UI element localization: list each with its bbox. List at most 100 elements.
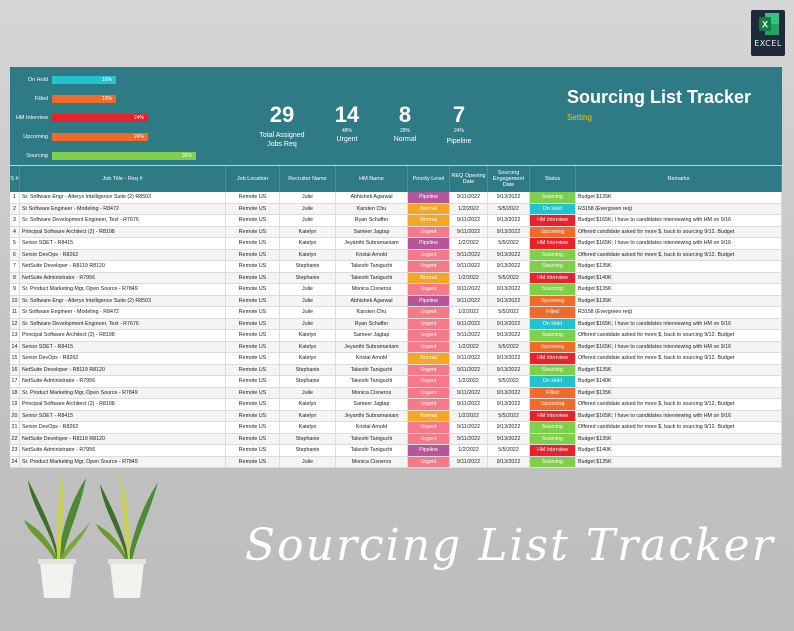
cell-engagement-date[interactable]: 9/13/2022	[488, 330, 530, 342]
cell-hm-name[interactable]: Kristal Arnold	[336, 353, 408, 365]
cell-engagement-date[interactable]: 5/5/2022	[488, 376, 530, 388]
cell-engagement-date[interactable]: 9/13/2022	[488, 387, 530, 399]
cell-serial[interactable]: 19	[10, 399, 20, 411]
cell-hm-name[interactable]: Monica Cisneros	[336, 387, 408, 399]
cell-recruiter[interactable]: Julie	[280, 387, 336, 399]
cell-serial[interactable]: 11	[10, 307, 20, 319]
cell-remarks[interactable]: Budget $165K; I have to candidates inter…	[576, 341, 782, 353]
table-row[interactable]: 2 Sr Software Engineer - Modeling - R8472…	[10, 203, 782, 215]
cell-req-date[interactable]: 1/2/2022	[450, 272, 488, 284]
cell-hm-name[interactable]: Jeyanthi Subramaniam	[336, 410, 408, 422]
cell-serial[interactable]: 9	[10, 284, 20, 296]
cell-remarks[interactable]: Budget $140K	[576, 376, 782, 388]
cell-req-date[interactable]: 1/2/2022	[450, 341, 488, 353]
cell-location[interactable]: Remote US	[226, 318, 280, 330]
cell-serial[interactable]: 17	[10, 376, 20, 388]
cell-location[interactable]: Remote US	[226, 364, 280, 376]
cell-status[interactable]: Upcoming	[530, 226, 576, 238]
table-row[interactable]: 24 Sr. Product Marketing Mgr, Open Source…	[10, 456, 782, 468]
table-row[interactable]: 12 Sr. Software Development Engineer, Tes…	[10, 318, 782, 330]
cell-engagement-date[interactable]: 9/13/2022	[488, 422, 530, 434]
table-row[interactable]: 16 NetSuite Developer - R8119 R8120 Remote…	[10, 364, 782, 376]
cell-location[interactable]: Remote US	[226, 203, 280, 215]
cell-priority[interactable]: Normal	[408, 353, 450, 365]
column-header-job-title[interactable]: Job Title - Req #	[20, 166, 226, 192]
cell-recruiter[interactable]: Katelyn	[280, 226, 336, 238]
cell-req-date[interactable]: 9/11/2022	[450, 364, 488, 376]
cell-remarks[interactable]: R3158 (Evergreen req)	[576, 203, 782, 215]
column-header-priority[interactable]: Priority Level	[408, 166, 450, 192]
table-row[interactable]: 15 Senior DevOps - R8262 Remote US Katelyn K…	[10, 353, 782, 365]
cell-req-date[interactable]: 9/11/2022	[450, 261, 488, 273]
cell-engagement-date[interactable]: 5/5/2022	[488, 272, 530, 284]
cell-location[interactable]: Remote US	[226, 272, 280, 284]
cell-hm-name[interactable]: Takeshi Taniguchi	[336, 364, 408, 376]
cell-engagement-date[interactable]: 9/13/2022	[488, 456, 530, 468]
cell-job-title[interactable]: NetSuite Developer - R8119 R8120	[20, 364, 226, 376]
cell-remarks[interactable]: Offered candidate asked for more $, back…	[576, 249, 782, 261]
cell-serial[interactable]: 5	[10, 238, 20, 250]
cell-recruiter[interactable]: Stephanie	[280, 445, 336, 457]
cell-location[interactable]: Remote US	[226, 422, 280, 434]
cell-job-title[interactable]: Senior DevOps - R8262	[20, 353, 226, 365]
cell-remarks[interactable]: Budget $135K	[576, 364, 782, 376]
cell-remarks[interactable]: Budget $135K	[576, 433, 782, 445]
table-row[interactable]: 23 NetSuite Administrator - R7956 Remote U…	[10, 445, 782, 457]
cell-status[interactable]: Upcoming	[530, 295, 576, 307]
cell-location[interactable]: Remote US	[226, 456, 280, 468]
cell-job-title[interactable]: Senior DevOps - R8262	[20, 422, 226, 434]
column-header-remarks[interactable]: Remarks	[576, 166, 782, 192]
cell-status[interactable]: On Hold	[530, 203, 576, 215]
cell-recruiter[interactable]: Stephanie	[280, 261, 336, 273]
cell-engagement-date[interactable]: 5/5/2022	[488, 203, 530, 215]
cell-req-date[interactable]: 9/11/2022	[450, 284, 488, 296]
cell-hm-name[interactable]: Takeshi Taniguchi	[336, 376, 408, 388]
cell-serial[interactable]: 23	[10, 445, 20, 457]
table-row[interactable]: 6 Senior DevOps - R8262 Remote US Katelyn Kr…	[10, 249, 782, 261]
cell-job-title[interactable]: Principal Software Architect (2) - R8198	[20, 399, 226, 411]
table-row[interactable]: 18 Sr. Product Marketing Mgr, Open Source…	[10, 387, 782, 399]
cell-req-date[interactable]: 9/11/2022	[450, 318, 488, 330]
cell-location[interactable]: Remote US	[226, 226, 280, 238]
cell-serial[interactable]: 20	[10, 410, 20, 422]
cell-job-title[interactable]: Sr. Product Marketing Mgr, Open Source -…	[20, 456, 226, 468]
cell-remarks[interactable]: Budget $135K	[576, 261, 782, 273]
cell-status[interactable]: Upcoming	[530, 341, 576, 353]
cell-remarks[interactable]: Offered candidate asked for more $, back…	[576, 226, 782, 238]
column-header-status[interactable]: Status	[530, 166, 576, 192]
cell-job-title[interactable]: Senior SDET - R8415	[20, 238, 226, 250]
table-row[interactable]: 8 NetSuite Administrator - R7956 Remote US…	[10, 272, 782, 284]
cell-priority[interactable]: Urgent	[408, 318, 450, 330]
cell-job-title[interactable]: Sr Software Engineer - Modeling - R8472	[20, 203, 226, 215]
cell-recruiter[interactable]: Stephanie	[280, 433, 336, 445]
cell-hm-name[interactable]: Sameer Jagtap	[336, 226, 408, 238]
cell-priority[interactable]: Pipeline	[408, 238, 450, 250]
cell-hm-name[interactable]: Jeyanthi Subramaniam	[336, 341, 408, 353]
table-row[interactable]: 3 Sr. Software Development Engineer, Test…	[10, 215, 782, 227]
cell-engagement-date[interactable]: 9/13/2022	[488, 364, 530, 376]
cell-recruiter[interactable]: Julie	[280, 307, 336, 319]
cell-location[interactable]: Remote US	[226, 295, 280, 307]
cell-recruiter[interactable]: Katelyn	[280, 330, 336, 342]
cell-recruiter[interactable]: Katelyn	[280, 399, 336, 411]
cell-req-date[interactable]: 9/11/2022	[450, 456, 488, 468]
cell-req-date[interactable]: 1/2/2022	[450, 410, 488, 422]
cell-priority[interactable]: Urgent	[408, 330, 450, 342]
cell-recruiter[interactable]: Julie	[280, 215, 336, 227]
cell-job-title[interactable]: Sr. Product Marketing Mgr, Open Source -…	[20, 284, 226, 296]
cell-remarks[interactable]: Offered candidate asked for more $, back…	[576, 399, 782, 411]
cell-serial[interactable]: 6	[10, 249, 20, 261]
cell-engagement-date[interactable]: 5/5/2022	[488, 341, 530, 353]
cell-recruiter[interactable]: Stephanie	[280, 376, 336, 388]
cell-req-date[interactable]: 9/11/2022	[450, 353, 488, 365]
cell-serial[interactable]: 14	[10, 341, 20, 353]
cell-remarks[interactable]: Budget $165K; I have to candidates inter…	[576, 238, 782, 250]
cell-engagement-date[interactable]: 9/13/2022	[488, 353, 530, 365]
cell-req-date[interactable]: 1/2/2022	[450, 376, 488, 388]
cell-remarks[interactable]: Budget $165K; I have to candidates inter…	[576, 215, 782, 227]
cell-recruiter[interactable]: Julie	[280, 203, 336, 215]
cell-recruiter[interactable]: Katelyn	[280, 249, 336, 261]
cell-remarks[interactable]: Budget $140K	[576, 272, 782, 284]
cell-status[interactable]: Upcoming	[530, 399, 576, 411]
cell-status[interactable]: On Hold	[530, 318, 576, 330]
